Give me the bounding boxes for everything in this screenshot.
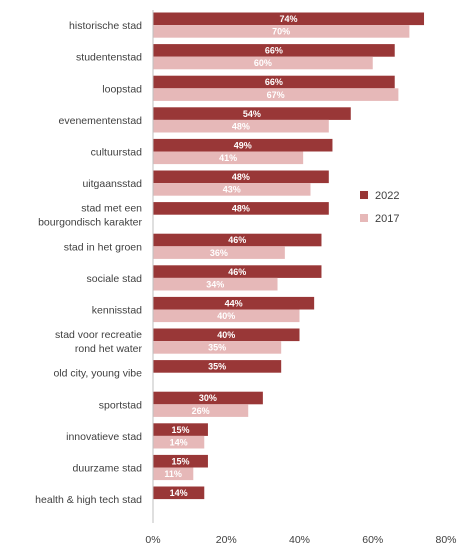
category-label-2: loopstad [102,83,142,95]
data-label-2017-3: 48% [232,121,250,131]
x-tick-label-0: 0% [145,534,160,546]
data-label-2022-15: 14% [170,488,188,498]
category-label-11: old city, young vibe [53,368,142,380]
category-label-15: health & high tech stad [35,494,142,506]
bar-2022-6 [153,202,329,215]
bar-2022-5 [153,170,329,184]
category-label-3: evenementenstad [59,115,143,127]
category-label-9: kennisstad [92,305,142,317]
bar-2022-11 [153,360,282,373]
bar-2017-0 [153,25,410,38]
category-label-8: sociale stad [87,273,143,285]
x-tick-label-2: 40% [289,534,310,546]
category-label-4: cultuurstad [91,147,143,159]
bar-2022-1 [153,44,395,57]
bar-2022-15 [153,486,205,500]
data-label-2022-5: 48% [232,172,250,182]
bar-2022-3 [153,107,351,120]
data-label-2022-11: 35% [208,362,226,372]
bar-2017-12 [153,404,249,417]
bar-2017-5 [153,183,311,196]
bar-2022-13 [153,423,208,436]
bar-2017-2 [153,88,399,101]
data-label-2022-12: 30% [199,393,217,403]
category-labels-layer: historische stad studentenstad loopstad eve… [35,20,142,506]
legend: 2022 2017 [360,190,399,225]
category-label-13: innovatieve stad [66,431,142,443]
data-label-2017-10: 35% [208,343,226,353]
bar-2022-2 [153,75,395,89]
legend-label-2017: 2017 [375,213,399,225]
category-label-5: uitgaansstad [82,178,142,190]
data-label-2022-7: 46% [228,235,246,245]
bar-2022-8 [153,265,322,278]
data-label-2022-9: 44% [225,298,243,308]
data-label-2022-3: 54% [243,109,261,119]
data-label-2017-4: 41% [219,153,237,163]
data-label-2022-4: 49% [234,140,252,150]
bar-2017-14 [153,467,194,481]
bar-2022-9 [153,296,315,310]
legend-label-2022: 2022 [375,190,399,202]
data-label-2017-2: 67% [267,90,285,100]
x-axis-ticks: 0% 20% 40% 60% 80% [145,534,456,546]
bar-2022-10 [153,328,300,342]
bar-2017-4 [153,151,304,165]
bar-2017-13 [153,435,205,449]
data-label-2017-12: 26% [192,406,210,416]
bar-2022-0 [153,12,425,26]
bar-2017-7 [153,246,285,259]
category-label-10: stad voor recreatie rond het water [55,329,142,355]
data-label-2022-2: 66% [265,77,283,87]
category-label-1: studentenstad [76,52,142,64]
bar-2017-3 [153,119,329,133]
bar-2022-12 [153,391,263,405]
data-label-2022-10: 40% [217,330,235,340]
data-label-2022-14: 15% [171,456,189,466]
category-label-14: duurzame stad [73,463,143,475]
x-tick-label-4: 80% [435,534,456,546]
data-label-2017-0: 70% [272,27,290,37]
x-tick-label-1: 20% [216,534,237,546]
legend-swatch-2017 [360,214,368,222]
data-label-2022-6: 48% [232,204,250,214]
data-label-2017-5: 43% [223,185,241,195]
data-label-2022-13: 15% [171,425,189,435]
data-label-2022-8: 46% [228,267,246,277]
data-label-2017-9: 40% [217,311,235,321]
bar-2017-8 [153,277,278,291]
data-label-2022-1: 66% [265,46,283,56]
bar-2022-4 [153,138,333,152]
bars-layer [153,12,425,500]
category-label-6: stad met een bourgondisch karakter [38,203,142,229]
bar-2022-14 [153,454,208,468]
category-label-7: stad in het groen [64,241,142,253]
bar-2017-9 [153,309,300,323]
data-labels-layer: 74% 70% 66% 60% 66% 67% 54% 48% 49% 41% 48% 43% 48% 4… [164,14,297,498]
category-label-12: sportstad [99,399,142,411]
data-label-2017-13: 14% [170,437,188,447]
data-label-2017-1: 60% [254,58,272,68]
legend-swatch-2022 [360,191,368,199]
category-label-0: historische stad [69,20,142,32]
data-label-2017-8: 34% [206,279,224,289]
bar-2017-10 [153,341,282,354]
x-tick-label-3: 60% [362,534,383,546]
bar-2017-1 [153,56,373,70]
data-label-2022-0: 74% [280,14,298,24]
bar-2022-7 [153,233,322,247]
data-label-2017-7: 36% [210,248,228,258]
data-label-2017-14: 11% [164,469,182,479]
